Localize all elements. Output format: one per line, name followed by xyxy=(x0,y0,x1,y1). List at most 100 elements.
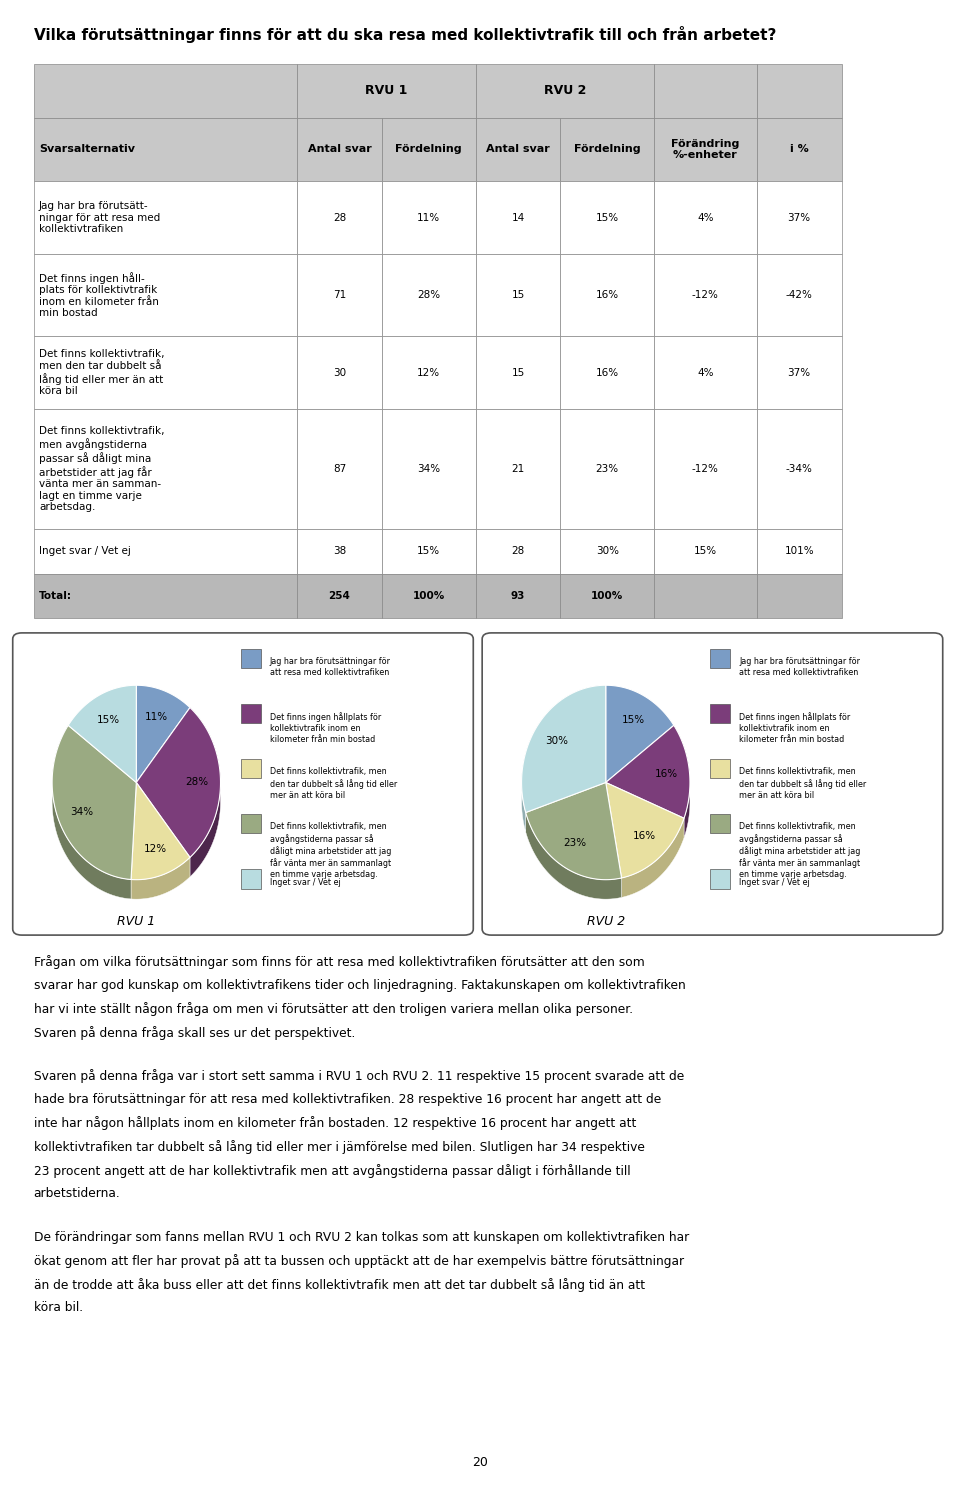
Bar xyxy=(654,409,756,529)
Bar xyxy=(756,64,842,118)
Bar xyxy=(561,573,654,618)
Text: 100%: 100% xyxy=(591,591,623,600)
Bar xyxy=(34,182,297,255)
Text: 28: 28 xyxy=(512,546,524,557)
Bar xyxy=(756,573,842,618)
Bar xyxy=(756,529,842,573)
Text: 23 procent angett att de har kollektivtrafik men att avgångstiderna passar dålig: 23 procent angett att de har kollektivtr… xyxy=(34,1164,630,1178)
Bar xyxy=(475,64,654,118)
Polygon shape xyxy=(526,783,621,880)
Text: 23%: 23% xyxy=(564,838,587,847)
Text: Det finns kollektivtrafik,
men avgångstiderna
passar så dåligt mina
arbetstider : Det finns kollektivtrafik, men avgångsti… xyxy=(39,426,164,512)
Text: Inget svar / Vet ej: Inget svar / Vet ej xyxy=(739,877,810,886)
Bar xyxy=(654,182,756,255)
Bar xyxy=(241,759,261,779)
Text: Det finns ingen hållplats för
kollektivtrafik inom en
kilometer från min bostad: Det finns ingen hållplats för kollektivt… xyxy=(739,712,851,744)
Text: Svaren på denna fråga skall ses ur det perspektivet.: Svaren på denna fråga skall ses ur det p… xyxy=(34,1026,355,1041)
Bar xyxy=(654,573,756,618)
Text: 4%: 4% xyxy=(697,368,713,378)
Text: 16%: 16% xyxy=(595,368,619,378)
Bar xyxy=(297,255,382,337)
Bar xyxy=(382,337,475,409)
Text: 15: 15 xyxy=(512,290,524,301)
Bar xyxy=(241,649,261,669)
Text: -42%: -42% xyxy=(785,290,812,301)
Text: Jag har bra förutsättningar för
att resa med kollektivtrafiken: Jag har bra förutsättningar för att resa… xyxy=(270,657,391,677)
Text: 28%: 28% xyxy=(185,777,208,788)
Bar xyxy=(756,118,842,182)
Bar xyxy=(475,409,561,529)
Bar xyxy=(297,573,382,618)
Text: 34%: 34% xyxy=(417,465,441,474)
Text: 16%: 16% xyxy=(633,831,656,841)
Text: 14: 14 xyxy=(512,213,524,222)
Polygon shape xyxy=(621,819,684,898)
Text: Det finns kollektivtrafik, men
den tar dubbelt så lång tid eller
mer än att köra: Det finns kollektivtrafik, men den tar d… xyxy=(270,767,397,800)
Bar xyxy=(34,573,297,618)
Text: i %: i % xyxy=(790,144,808,155)
Bar xyxy=(241,704,261,724)
Bar xyxy=(382,573,475,618)
Bar xyxy=(710,870,731,889)
Text: 38: 38 xyxy=(333,546,346,557)
Text: Fördelning: Fördelning xyxy=(574,144,640,155)
Text: 28: 28 xyxy=(333,213,346,222)
Text: 11%: 11% xyxy=(145,712,168,722)
Text: Det finns kollektivtrafik,
men den tar dubbelt så
lång tid eller mer än att
köra: Det finns kollektivtrafik, men den tar d… xyxy=(39,348,164,396)
Text: Det finns ingen håll-
plats för kollektivtrafik
inom en kilometer från
min bosta: Det finns ingen håll- plats för kollekti… xyxy=(39,271,158,319)
Bar xyxy=(297,64,475,118)
Text: Svaren på denna fråga var i stort sett samma i RVU 1 och RVU 2. 11 respektive 15: Svaren på denna fråga var i stort sett s… xyxy=(34,1069,684,1084)
Bar xyxy=(654,64,756,118)
Bar xyxy=(654,255,756,337)
Bar xyxy=(34,529,297,573)
Bar xyxy=(710,759,731,779)
Bar xyxy=(382,529,475,573)
Text: Svarsalternativ: Svarsalternativ xyxy=(39,144,135,155)
Text: 100%: 100% xyxy=(413,591,444,600)
Text: 23%: 23% xyxy=(595,465,619,474)
Text: 15%: 15% xyxy=(417,546,441,557)
Bar xyxy=(654,337,756,409)
Bar xyxy=(34,337,297,409)
Polygon shape xyxy=(526,813,621,899)
Text: De förändringar som fanns mellan RVU 1 och RVU 2 kan tolkas som att kunskapen om: De förändringar som fanns mellan RVU 1 o… xyxy=(34,1230,689,1243)
Bar xyxy=(561,255,654,337)
Text: Fördelning: Fördelning xyxy=(396,144,462,155)
Text: 30%: 30% xyxy=(596,546,619,557)
Text: har vi inte ställt någon fråga om men vi förutsätter att den troligen variera me: har vi inte ställt någon fråga om men vi… xyxy=(34,1002,633,1017)
Text: 34%: 34% xyxy=(70,807,93,817)
Polygon shape xyxy=(606,783,684,879)
Bar xyxy=(756,337,842,409)
Text: Förändring
%-enheter: Förändring %-enheter xyxy=(671,138,739,161)
Text: Jag har bra förutsättningar för
att resa med kollektivtrafiken: Jag har bra förutsättningar för att resa… xyxy=(739,657,860,677)
Text: 37%: 37% xyxy=(787,213,811,222)
Bar xyxy=(561,118,654,182)
Bar xyxy=(34,409,297,529)
Bar xyxy=(561,182,654,255)
Text: 87: 87 xyxy=(333,465,346,474)
Bar xyxy=(654,118,756,182)
Text: RVU 1: RVU 1 xyxy=(117,916,156,928)
Bar xyxy=(297,337,382,409)
Text: Frågan om vilka förutsättningar som finns för att resa med kollektivtrafiken för: Frågan om vilka förutsättningar som finn… xyxy=(34,956,644,969)
Bar xyxy=(382,409,475,529)
Polygon shape xyxy=(52,725,136,880)
Bar xyxy=(475,337,561,409)
Bar xyxy=(756,255,842,337)
Text: 37%: 37% xyxy=(787,368,811,378)
Text: 30%: 30% xyxy=(545,737,568,746)
Text: Det finns kollektivtrafik, men
avgångstiderna passar så
dåligt mina arbetstider : Det finns kollektivtrafik, men avgångsti… xyxy=(739,822,861,879)
Text: 4%: 4% xyxy=(697,213,713,222)
Polygon shape xyxy=(136,685,190,783)
Bar xyxy=(710,649,731,669)
Bar xyxy=(475,118,561,182)
Text: -12%: -12% xyxy=(692,290,719,301)
Text: 15%: 15% xyxy=(97,715,120,725)
Polygon shape xyxy=(606,685,674,783)
Bar xyxy=(241,814,261,834)
Text: kollektivtrafiken tar dubbelt så lång tid eller mer i jämförelse med bilen. Slut: kollektivtrafiken tar dubbelt så lång ti… xyxy=(34,1141,644,1154)
Polygon shape xyxy=(606,725,690,819)
Text: Inget svar / Vet ej: Inget svar / Vet ej xyxy=(270,877,341,886)
Text: svarar har god kunskap om kollektivtrafikens tider och linjedragning. Faktakunsk: svarar har god kunskap om kollektivtrafi… xyxy=(34,978,685,992)
Text: 15%: 15% xyxy=(595,213,619,222)
